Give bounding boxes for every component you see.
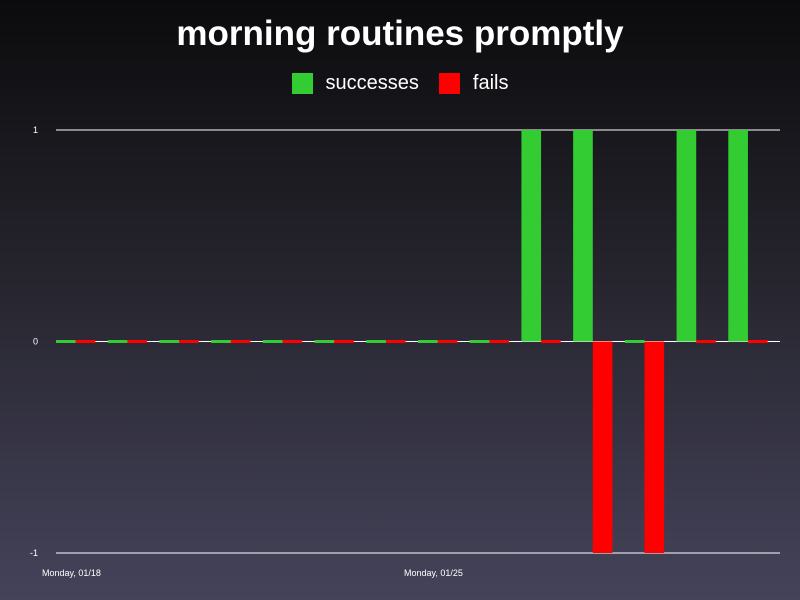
- axis-labels: 1 0 -1 Monday, 01/18 Monday, 01/25: [30, 125, 463, 578]
- x-tick-label-1: Monday, 01/25: [404, 568, 463, 578]
- bar-fails-0: [75, 340, 96, 343]
- bar-successes-11: [624, 340, 645, 343]
- bar-fails-9: [541, 340, 561, 343]
- bar-fails-6: [385, 340, 406, 343]
- bar-successes-6: [366, 340, 386, 343]
- bar-fails-1: [127, 340, 148, 343]
- bar-fails-4: [282, 340, 303, 343]
- bars: [56, 130, 768, 553]
- bar-successes-12: [676, 130, 697, 342]
- bar-successes-0: [56, 340, 76, 343]
- legend-entry-successes: successes: [291, 72, 419, 95]
- bar-successes-9: [521, 130, 542, 342]
- legend: successes fails: [0, 72, 800, 95]
- bar-fails-2: [179, 340, 199, 343]
- legend-label-fails: fails: [472, 72, 509, 94]
- bar-successes-3: [211, 340, 231, 343]
- bar-fails-7: [437, 340, 458, 343]
- bar-fails-12: [696, 340, 716, 343]
- bar-successes-10: [573, 130, 593, 342]
- y-tick-label-1: 0: [33, 337, 38, 347]
- bar-fails-13: [747, 340, 768, 343]
- bar-successes-2: [159, 340, 180, 343]
- bar-fails-8: [489, 340, 510, 343]
- y-tick-label-2: -1: [30, 548, 38, 558]
- legend-swatch-successes: [291, 73, 313, 94]
- bar-successes-5: [314, 340, 335, 343]
- bar-fails-3: [230, 340, 251, 343]
- legend-label-successes: successes: [325, 72, 419, 94]
- legend-swatch-fails: [438, 73, 460, 94]
- bar-successes-7: [418, 340, 438, 343]
- bar-successes-1: [107, 340, 128, 343]
- bar-successes-4: [262, 340, 283, 343]
- y-tick-label-0: 1: [33, 125, 38, 135]
- bar-successes-8: [469, 340, 490, 343]
- bar-fails-5: [334, 340, 354, 343]
- bar-fails-11: [644, 341, 665, 553]
- bar-successes-13: [728, 130, 748, 342]
- chart-title: morning routines promptly: [176, 14, 624, 53]
- legend-entry-fails: fails: [438, 72, 509, 95]
- x-tick-label-0: Monday, 01/18: [42, 568, 101, 578]
- bar-fails-10: [592, 341, 613, 553]
